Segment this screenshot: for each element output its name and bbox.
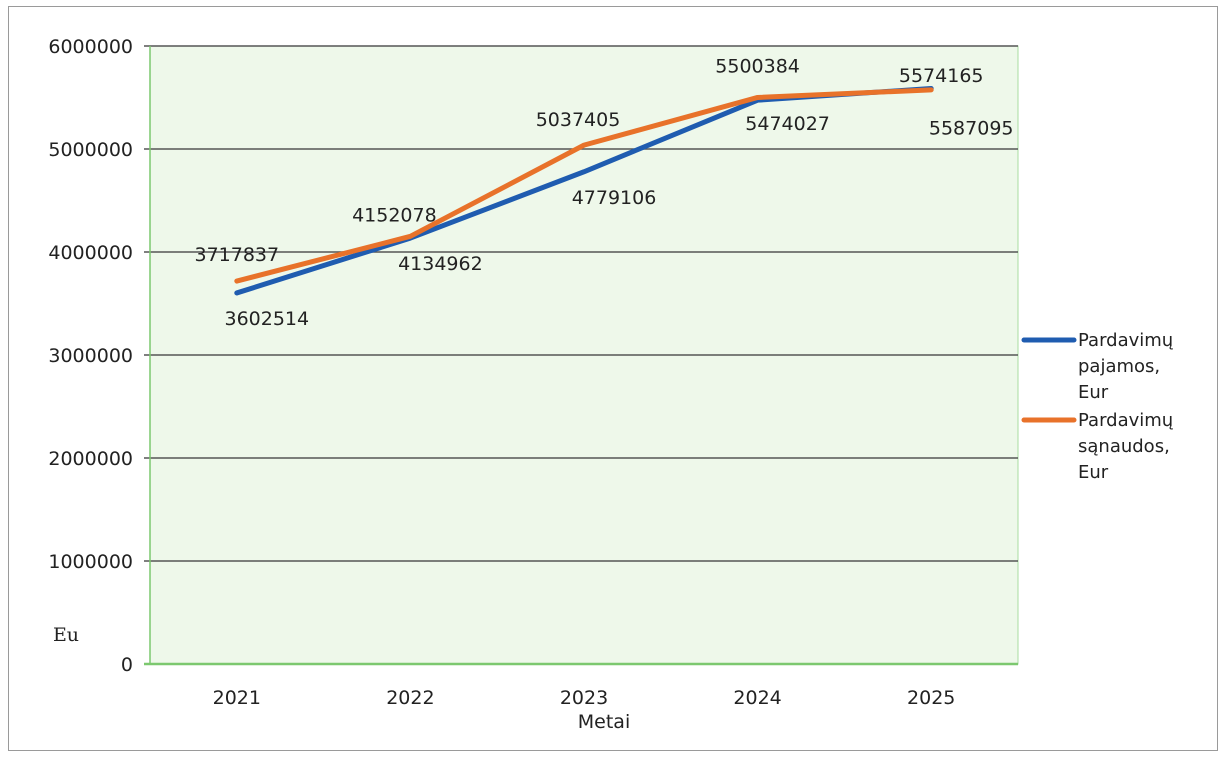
y-tick-label: 2000000 <box>48 448 133 470</box>
data-label-series-2: 5500384 <box>715 55 800 77</box>
legend-label-1: Pardavimų pajamos, Eur <box>1078 330 1174 403</box>
y-axis-ticks: 0 1000000 2000000 3000000 4000000 5000000 6000… <box>48 36 133 676</box>
y-tick-label: 6000000 <box>48 36 133 58</box>
y-tick-label: 3000000 <box>48 345 133 367</box>
y-tick-label: 0 <box>121 654 133 676</box>
x-tick-label: 2021 <box>213 687 261 709</box>
gridlines <box>144 45 1018 666</box>
data-label-series-1: 3602514 <box>224 308 309 330</box>
x-tick-label: 2024 <box>733 687 781 709</box>
y-tick-label: 4000000 <box>48 242 133 264</box>
data-label-series-1: 5474027 <box>745 113 830 135</box>
x-axis-ticks: 2021 2022 2023 2024 2025 <box>213 687 956 709</box>
y-tick-label: 5000000 <box>48 139 133 161</box>
data-label-series-1: 4134962 <box>398 253 483 275</box>
data-labels: 3602514 4134962 4779106 5474027 5587095 37178… <box>194 55 1013 329</box>
series-line-2 <box>234 87 934 284</box>
data-label-series-1: 4779106 <box>572 187 657 209</box>
y-tick-label: 1000000 <box>48 551 133 573</box>
data-label-series-1: 5587095 <box>929 118 1014 140</box>
data-label-series-2: 3717837 <box>194 244 279 266</box>
series-lines <box>234 86 934 296</box>
x-tick-label: 2022 <box>386 687 434 709</box>
x-tick-label: 2025 <box>907 687 955 709</box>
legend-label-2: Pardavimų sąnaudos, Eur <box>1078 410 1174 483</box>
data-label-series-2: 4152078 <box>352 204 437 226</box>
x-tick-label: 2023 <box>560 687 608 709</box>
y-axis-label: Eu <box>53 624 79 646</box>
data-label-series-2: 5037405 <box>536 109 621 131</box>
x-axis-label: Metai <box>578 711 630 733</box>
data-label-series-2: 5574165 <box>899 65 984 87</box>
